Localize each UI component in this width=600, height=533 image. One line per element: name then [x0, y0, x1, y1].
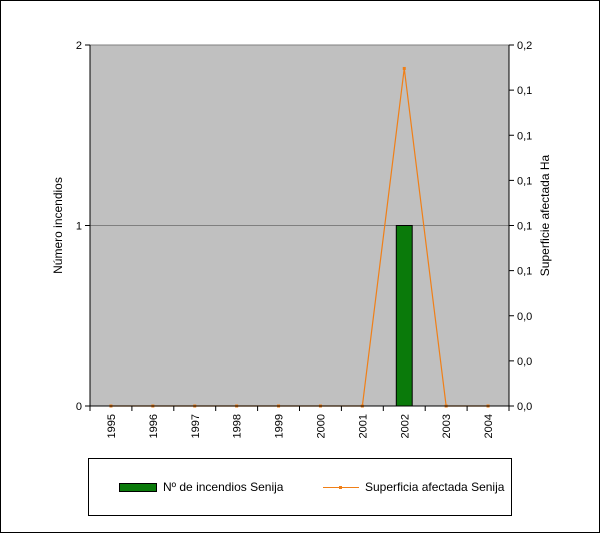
legend-item-bar: Nº de incendios Senija	[119, 480, 283, 494]
y2-tick-label: 0,1	[517, 130, 532, 142]
y2-tick-label: 0,0	[517, 356, 532, 368]
y2-tick-label: 0,0	[517, 401, 532, 413]
legend-swatch-bar	[119, 482, 157, 492]
y-tick-label: 0	[76, 401, 82, 413]
y-tick-label: 2	[76, 40, 82, 52]
y2-tick-label: 0,1	[517, 175, 532, 187]
y2-tick-label: 0,1	[517, 266, 532, 278]
x-tick-label: 1995	[106, 414, 118, 438]
y2-axis-title: Superficie afectada Ha	[538, 154, 552, 276]
axes: 0 1 2 0,0 0,0 0,0 0,1 0,1 0,1 0,1 0,1 0,2 1995 1996 19…	[76, 40, 532, 438]
legend-label-bar: Nº de incendios Senija	[163, 480, 284, 494]
x-tick-label: 1999	[274, 414, 286, 438]
x-tick-label: 1998	[232, 414, 244, 438]
y2-tick-label: 0,0	[517, 311, 532, 323]
x-tick-label: 1997	[190, 414, 202, 438]
y2-tick-label: 0,1	[517, 85, 532, 97]
y-axis-title: Número incendios	[51, 177, 65, 274]
gridlines	[90, 44, 509, 226]
line-point	[402, 66, 406, 70]
y2-tick-label: 0,2	[517, 40, 532, 52]
y-tick-label: 1	[76, 221, 82, 233]
bar-series	[395, 225, 413, 407]
legend-item-line: Superficia afectada Senija	[323, 480, 504, 494]
x-tick-label: 2001	[357, 414, 369, 438]
bar	[395, 225, 413, 407]
x-tick-label: 2000	[315, 414, 327, 438]
legend-swatch-line	[323, 483, 359, 492]
x-tick-label: 2003	[441, 414, 453, 438]
y2-tick-label: 0,1	[517, 221, 532, 233]
legend: Nº de incendios Senija Superficia afecta…	[88, 458, 512, 516]
x-tick-label: 2002	[399, 414, 411, 438]
legend-label-line: Superficia afectada Senija	[365, 480, 505, 494]
x-tick-label: 1996	[148, 414, 160, 438]
x-tick-label: 2004	[483, 414, 495, 438]
